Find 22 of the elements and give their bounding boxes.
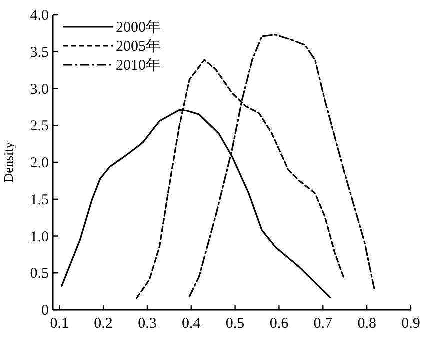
y-tick-label: 3.5: [30, 44, 49, 61]
x-tick-label: 0.7: [314, 316, 334, 332]
x-tick-label: 0.5: [226, 316, 245, 332]
x-tick-label: 0.9: [402, 316, 420, 332]
y-tick-label: 0.5: [30, 266, 49, 282]
y-tick-label: 3.0: [30, 82, 49, 98]
y-tick-label: 2.5: [30, 118, 49, 135]
x-tick-label: 0.2: [94, 316, 113, 332]
x-tick-label: 0.6: [270, 316, 290, 332]
x-tick-label: 0.4: [182, 316, 202, 332]
x-tick-label: 0.1: [50, 316, 69, 332]
y-tick-label: 2.0: [30, 156, 49, 172]
y-axis-title: Density: [1, 142, 16, 183]
y-tick-label: 4.0: [30, 8, 49, 24]
y-tick-label: 1.5: [30, 192, 49, 208]
legend-label: 2010年: [116, 57, 161, 74]
legend-label: 2000年: [116, 19, 161, 36]
x-tick-label: 0.3: [138, 316, 157, 332]
x-tick-label: 0.8: [358, 316, 376, 332]
y-tick-label: 0: [42, 303, 49, 319]
y-tick-label: 1.0: [30, 229, 49, 246]
legend-label: 2005年: [116, 38, 161, 55]
